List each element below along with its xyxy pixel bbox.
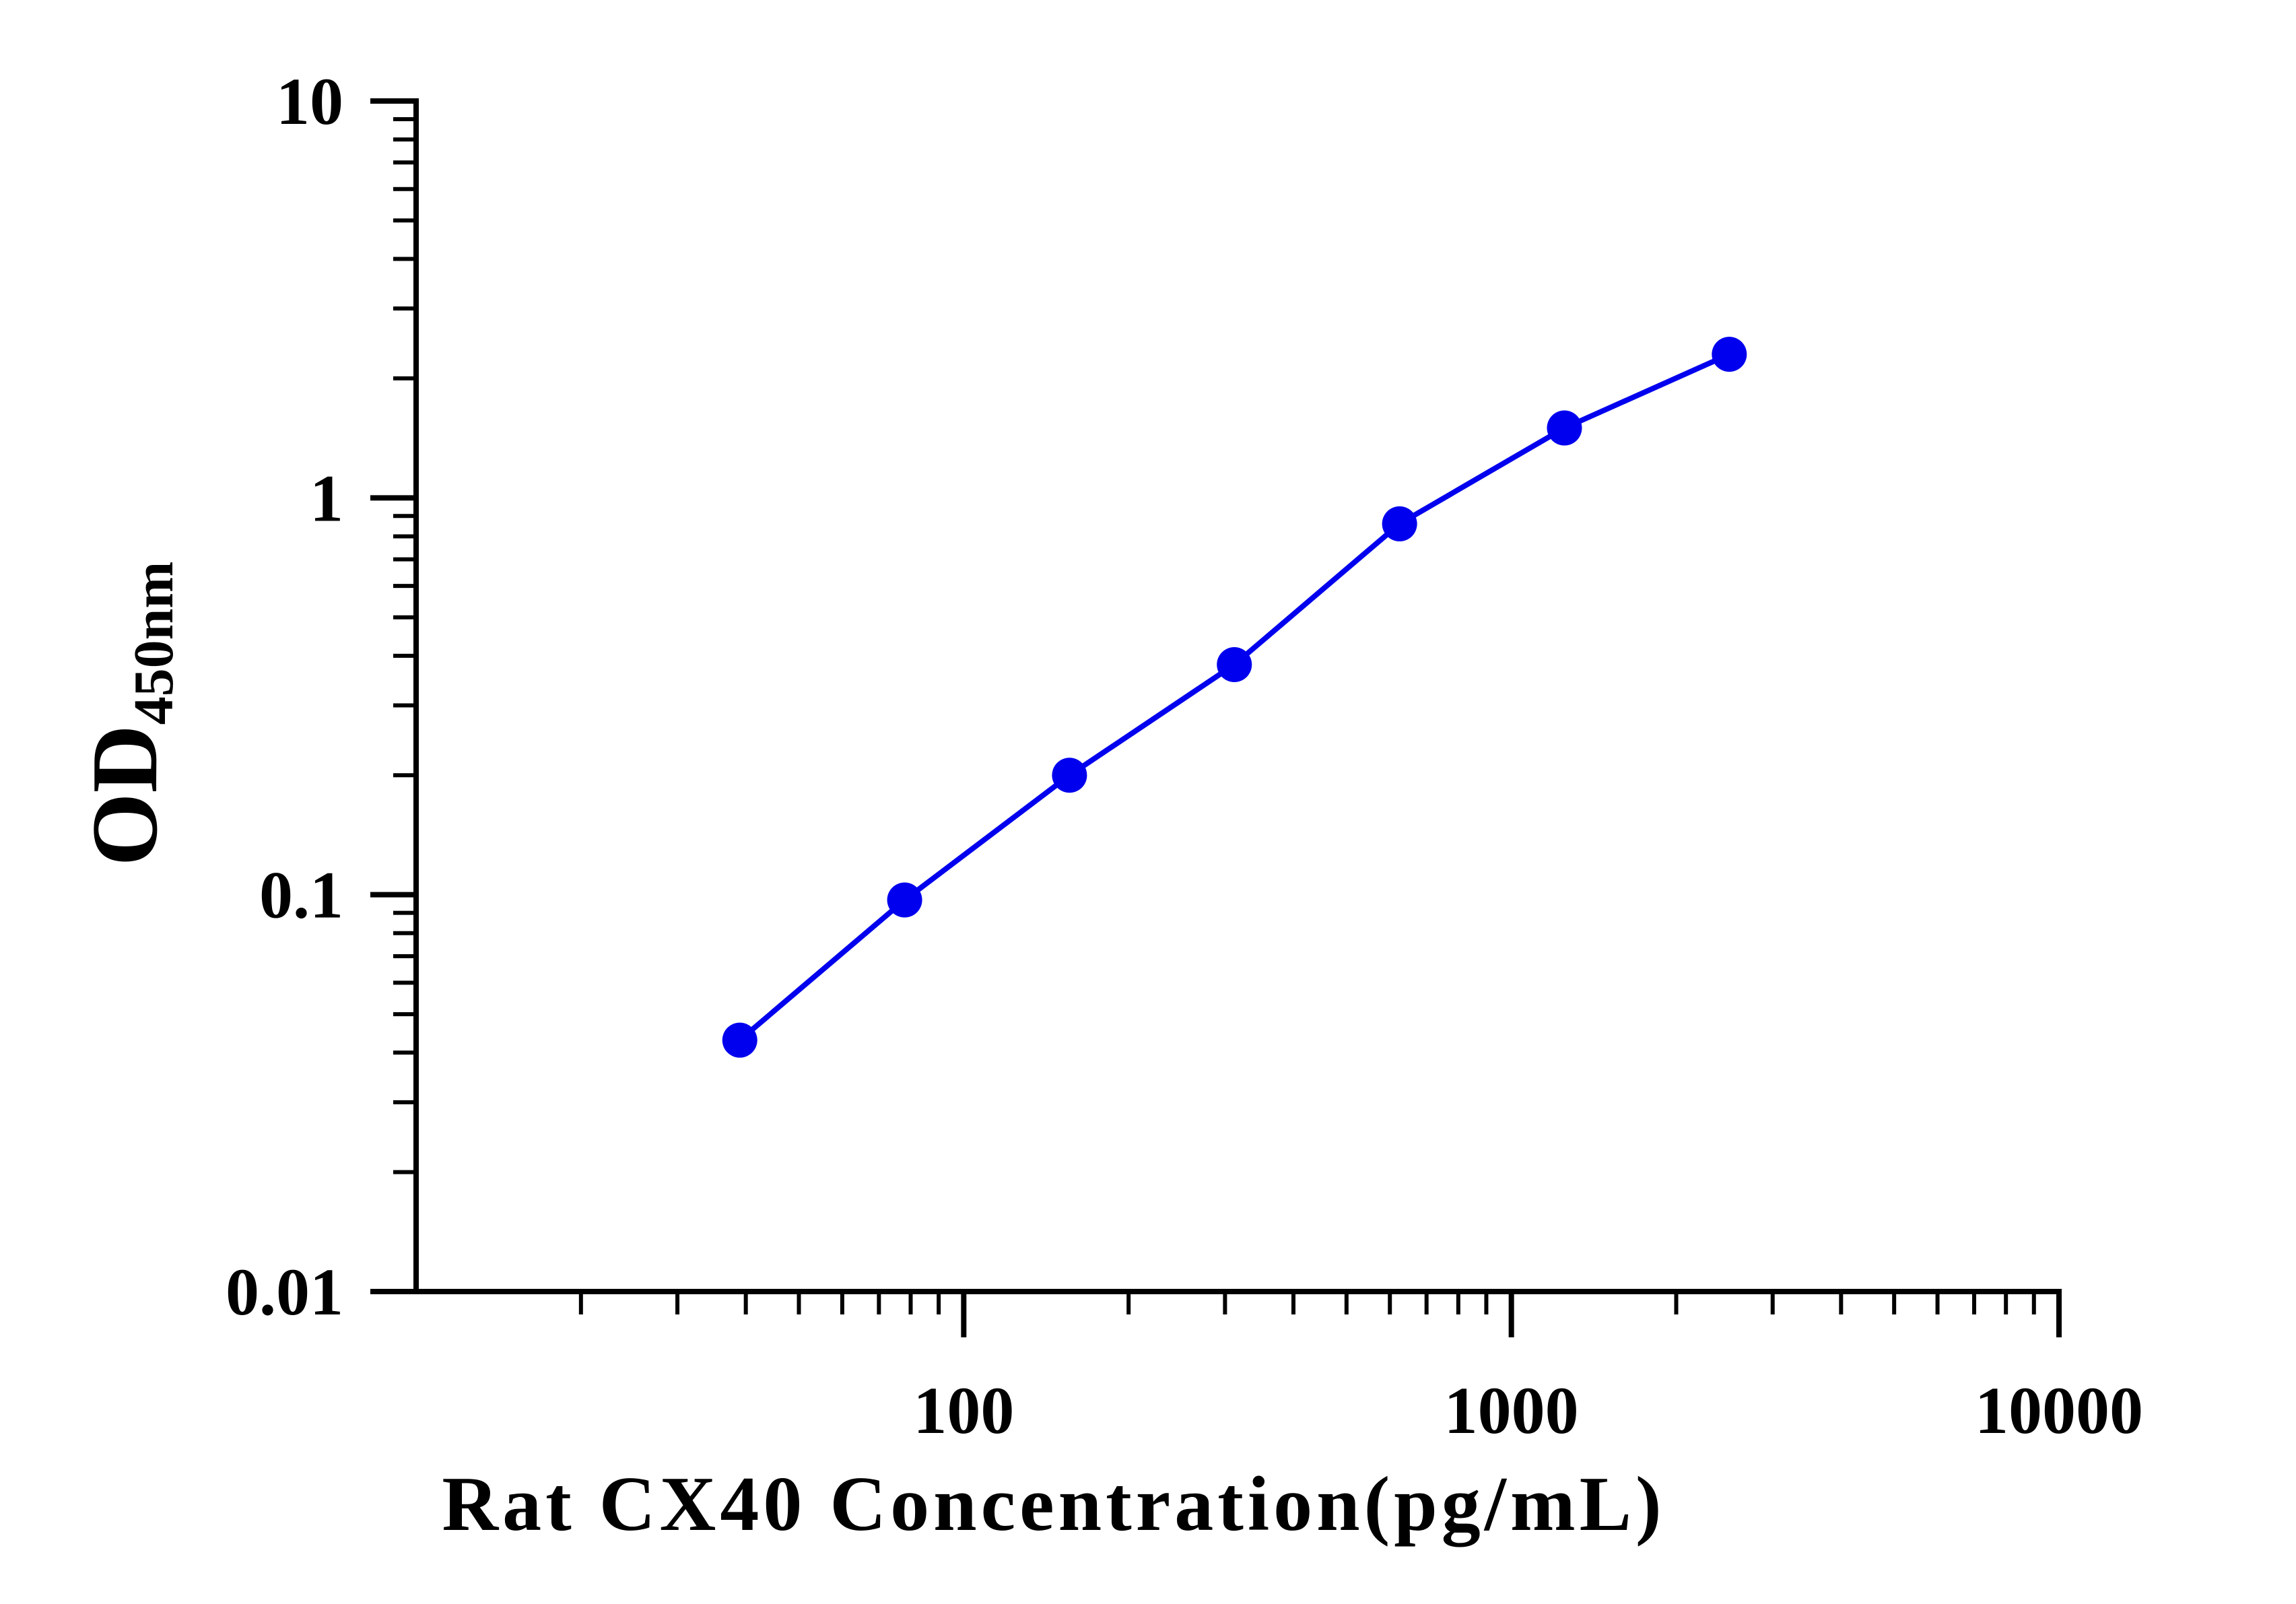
series-line xyxy=(738,352,1730,1042)
y-axis-tick-labels: 0.01 0.1 1 10 xyxy=(226,64,343,1329)
y-tick-label: 10 xyxy=(276,64,343,139)
y-tick-label: 1 xyxy=(310,461,343,535)
x-axis-title: Rat CX40 Concentration(pg/mL) xyxy=(442,1461,1665,1547)
y-axis-ticks xyxy=(370,98,416,1294)
x-axis-ticks xyxy=(578,1292,2062,1337)
data-point xyxy=(1052,758,1087,793)
x-tick-label: 1000 xyxy=(1444,1373,1579,1448)
x-tick-label: 10000 xyxy=(1975,1373,2143,1448)
y-tick-label: 0.01 xyxy=(226,1255,343,1329)
series-layer xyxy=(722,337,1747,1058)
y-tick-label: 0.1 xyxy=(259,858,343,933)
y-axis-title-main: OD xyxy=(73,725,177,866)
y-axis-title-subscript: 450nm xyxy=(123,562,185,725)
data-point xyxy=(722,1022,757,1058)
x-tick-label: 100 xyxy=(913,1373,1014,1448)
axes: 0.01 0.1 1 10 100 1000 10000 xyxy=(226,64,2143,1448)
data-point xyxy=(887,882,922,918)
x-axis-tick-labels: 100 1000 10000 xyxy=(913,1373,2143,1448)
data-point xyxy=(1382,506,1417,541)
data-point xyxy=(1217,646,1252,682)
y-axis-title: OD450nm xyxy=(73,562,185,867)
data-point xyxy=(1547,410,1582,446)
data-point xyxy=(1712,337,1747,372)
